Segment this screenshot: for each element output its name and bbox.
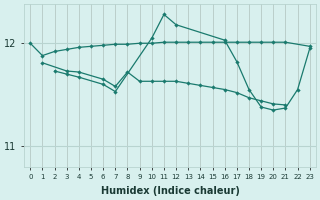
X-axis label: Humidex (Indice chaleur): Humidex (Indice chaleur): [100, 186, 239, 196]
